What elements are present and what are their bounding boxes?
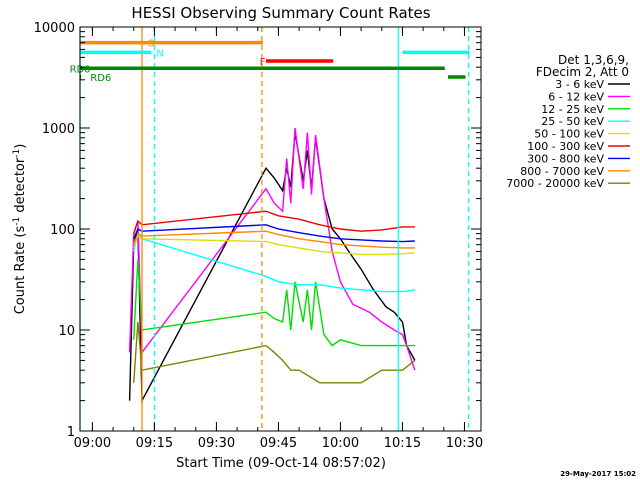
legend-header: Det 1,3,6,9, [558,53,629,67]
x-tick-label: 09:30 [198,436,235,451]
footer-date: 29-May-2017 15:02 [560,470,636,478]
series-line-7000-20000-kev [133,321,416,384]
y-axis-label: Count Rate (s-1 detector-1) [12,144,28,315]
x-tick-label: 09:45 [260,436,297,451]
legend-label-300-800-kev: 300 - 800 keV [527,152,604,165]
legend-label-6-12-kev: 6 - 12 keV [548,90,604,103]
x-tick-label: 09:15 [136,436,173,451]
y-axis: 1 10 100 1000 10000 [34,21,481,440]
x-tick-label: 10:15 [384,436,421,451]
series-line-12-25-kev [133,259,415,347]
y-tick-label: 100 [50,223,75,238]
status-bar-label-n: N [156,48,163,59]
x-tick-label: 10:30 [446,436,483,451]
legend-label-50-100-kev: 50 - 100 keV [534,128,604,141]
series-layer [128,127,416,404]
x-axis-label: Start Time (09-Oct-14 08:57:02) [176,456,386,471]
series-line-50-100-kev [133,235,415,256]
x-axis: 09:00 09:15 09:30 09:45 10:00 10:15 10:30 [74,27,483,451]
legend-label-800-7000-kev: 800 - 7000 keV [520,165,604,178]
chart-title: HESSI Observing Summary Count Rates [131,4,430,22]
status-bar-label-f: F [260,57,266,68]
x-tick-label: 09:00 [74,436,111,451]
legend-label-25-50-kev: 25 - 50 keV [541,115,604,128]
legend-label-100-300-kev: 100 - 300 keV [527,140,604,153]
legend-label-7000-20000-kev: 7000 - 20000 keV [506,177,604,190]
status-bar-label-s: S [148,39,154,50]
series-line-6-12-kev [128,127,416,371]
x-tick-label: 10:00 [322,436,359,451]
y-tick-label: 10000 [34,21,75,36]
series-line-300-800-kev [133,224,415,243]
series-line-100-300-kev [133,210,415,234]
y-tick-label: 10 [58,324,75,339]
legend-label-12-25-kev: 12 - 25 keV [541,103,604,116]
series-line-800-7000-kev [133,230,415,249]
legend-label-3-6-kev: 3 - 6 keV [555,78,604,91]
y-tick-label: 1000 [42,122,75,137]
legend-header: FDecim 2, Att 0 [536,65,629,79]
status-bar-label-rd6: RD6 [90,73,111,84]
y-tick-label: 1 [67,425,75,440]
